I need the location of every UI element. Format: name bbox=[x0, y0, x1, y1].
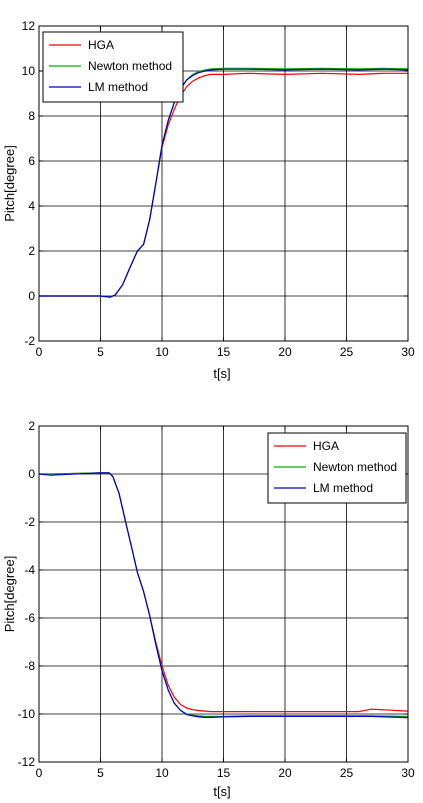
series-line-lm-method bbox=[38, 472, 409, 719]
y-tick-label: 10 bbox=[22, 64, 36, 78]
chart-2: 0 5 10 15 20 25 30 -12 -10 -8 -6 -4 -2 0 2 HGA Newton me… bbox=[2, 419, 415, 799]
x-tick-label: 30 bbox=[401, 345, 415, 359]
y-tick-label: 4 bbox=[28, 199, 35, 213]
x-tick-label: 15 bbox=[217, 345, 231, 359]
y-tick-label: 6 bbox=[28, 154, 35, 168]
legend-label: LM method bbox=[313, 481, 373, 495]
legend-label: LM method bbox=[88, 80, 148, 94]
y-tick-label: -12 bbox=[18, 755, 36, 769]
y-tick-label: 2 bbox=[28, 244, 35, 258]
y-tick-label: 0 bbox=[28, 289, 35, 303]
x-tick-label: 30 bbox=[401, 766, 415, 780]
legend-label: Newton method bbox=[88, 59, 172, 73]
x-tick-label: 10 bbox=[155, 345, 169, 359]
y-tick-label: 2 bbox=[28, 419, 35, 433]
y-tick-label: -8 bbox=[24, 659, 35, 673]
y-tick-label: 12 bbox=[22, 19, 36, 33]
plot-frame bbox=[38, 425, 409, 763]
y-axis-label: Pitch[degree] bbox=[2, 145, 17, 222]
y-tick-label: 8 bbox=[28, 109, 35, 123]
legend-label: HGA bbox=[88, 38, 114, 52]
x-tick-label: 20 bbox=[278, 766, 292, 780]
x-axis-label: t[s] bbox=[213, 784, 230, 799]
x-tick-label: 5 bbox=[97, 345, 104, 359]
y-axis-label: Pitch[degree] bbox=[2, 556, 17, 633]
x-tick-label: 5 bbox=[97, 766, 104, 780]
plot-frame bbox=[38, 25, 409, 342]
y-tick-label: 0 bbox=[28, 467, 35, 481]
x-tick-label: 25 bbox=[340, 345, 354, 359]
x-axis-label: t[s] bbox=[213, 366, 230, 381]
y-tick-label: -10 bbox=[18, 707, 36, 721]
legend-label: HGA bbox=[313, 439, 339, 453]
x-tick-label: 0 bbox=[36, 345, 43, 359]
x-tick-label: 20 bbox=[278, 345, 292, 359]
legend-label: Newton method bbox=[313, 460, 397, 474]
y-tick-label: -4 bbox=[24, 563, 35, 577]
x-tick-label: 15 bbox=[217, 766, 231, 780]
x-tick-label: 25 bbox=[340, 766, 354, 780]
x-tick-label: 0 bbox=[36, 766, 43, 780]
y-tick-label: -6 bbox=[24, 611, 35, 625]
y-tick-label: -2 bbox=[24, 515, 35, 529]
x-tick-label: 10 bbox=[155, 766, 169, 780]
y-tick-label: -2 bbox=[24, 334, 35, 348]
legend-box bbox=[42, 31, 184, 103]
legend-box bbox=[267, 432, 407, 504]
